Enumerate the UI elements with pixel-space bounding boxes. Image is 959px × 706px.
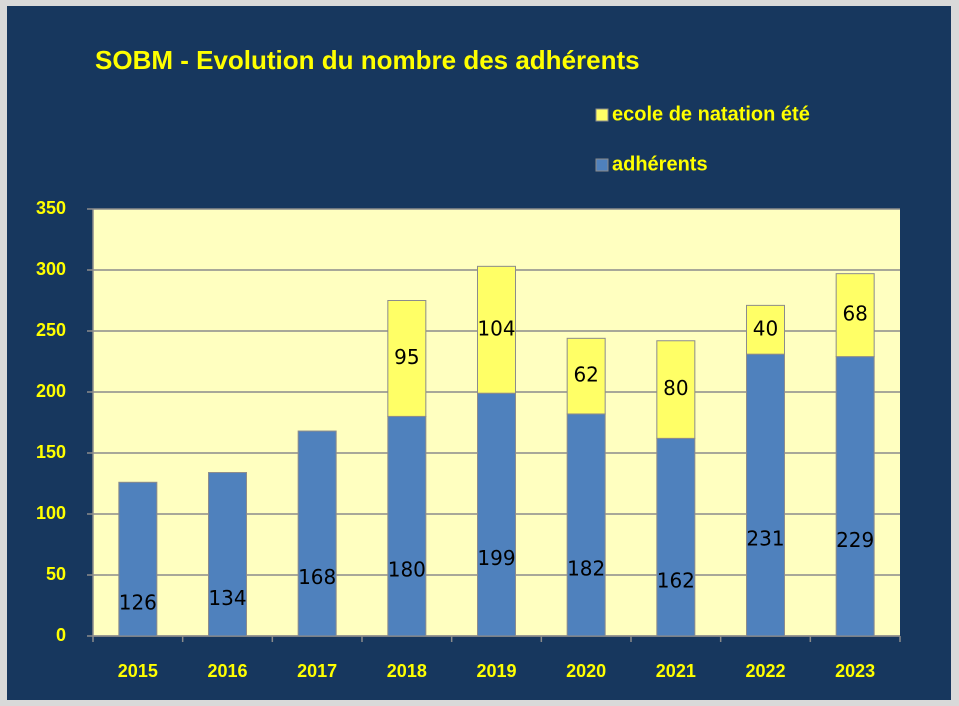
data-label: 199 [477,546,515,570]
data-label: 104 [477,316,515,340]
data-label: 229 [836,528,874,552]
x-tick-label: 2015 [118,661,158,681]
y-tick-label: 300 [36,259,66,279]
y-tick-label: 350 [36,198,66,218]
x-tick-label: 2018 [387,661,427,681]
data-label: 231 [746,527,784,551]
y-tick-label: 50 [46,564,66,584]
data-label: 134 [208,586,246,610]
y-tick-label: 100 [36,503,66,523]
bar-segment [387,300,427,417]
y-tick-label: 150 [36,442,66,462]
data-label: 40 [753,316,778,340]
y-tick-label: 250 [36,320,66,340]
y-tick-label: 0 [56,625,66,645]
bar-segment [656,340,696,439]
data-label: 182 [567,556,605,580]
data-label: 62 [573,363,598,387]
x-tick-label: 2016 [207,661,247,681]
data-label: 180 [388,558,426,582]
data-label: 168 [298,565,336,589]
data-label: 126 [119,591,157,615]
bar-segment [746,353,785,637]
x-tick-label: 2020 [566,661,606,681]
y-tick-label: 200 [36,381,66,401]
data-label: 95 [394,345,419,369]
data-label: 162 [657,569,695,593]
legend-swatch [595,158,609,172]
chart-title: SOBM - Evolution du nombre des adhérents [95,45,640,75]
bar-segment [477,265,516,394]
bar-segment [566,413,606,637]
bar-segment [835,356,875,637]
x-tick-label: 2022 [745,661,785,681]
bar-segment [477,392,516,637]
bar-segment [835,273,875,358]
bar-segment [387,415,427,637]
data-label: 68 [842,302,867,326]
legend-label: ecole de natation été [612,103,810,125]
bar-segment [566,337,606,415]
x-tick-label: 2019 [476,661,516,681]
bar-segment [118,481,158,637]
bar-segment [656,437,696,637]
legend-swatch [595,108,609,122]
x-tick-label: 2021 [656,661,696,681]
x-tick-label: 2023 [835,661,875,681]
legend-label: adhérents [612,153,708,175]
bar-segment [746,304,785,355]
bar-segment [297,430,337,637]
x-tick-label: 2017 [297,661,337,681]
bar-segment [208,472,247,637]
data-label: 80 [663,376,688,400]
